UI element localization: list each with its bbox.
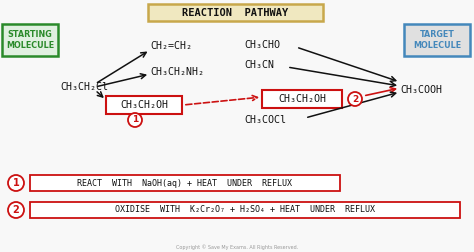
Text: CH₃CHO: CH₃CHO (244, 40, 280, 50)
FancyBboxPatch shape (262, 90, 342, 108)
Text: Copyright © Save My Exams. All Rights Reserved.: Copyright © Save My Exams. All Rights Re… (176, 244, 298, 250)
Text: CH₃CN: CH₃CN (244, 60, 274, 70)
Text: 2: 2 (13, 205, 19, 215)
Circle shape (128, 113, 142, 127)
Text: CH₃COOH: CH₃COOH (400, 85, 442, 95)
Text: CH₃CH₂OH: CH₃CH₂OH (120, 100, 168, 110)
Text: CH₂=CH₂: CH₂=CH₂ (150, 41, 192, 51)
FancyBboxPatch shape (404, 24, 470, 56)
Text: REACT  WITH  NaOH(aq) + HEAT  UNDER  REFLUX: REACT WITH NaOH(aq) + HEAT UNDER REFLUX (78, 178, 292, 187)
Text: 1: 1 (13, 178, 19, 188)
Circle shape (8, 175, 24, 191)
Text: CH₃CH₂Cl: CH₃CH₂Cl (60, 82, 108, 92)
Circle shape (8, 202, 24, 218)
FancyBboxPatch shape (30, 175, 340, 191)
Circle shape (348, 92, 362, 106)
Text: 1: 1 (132, 115, 138, 124)
Text: CH₃CH₂NH₂: CH₃CH₂NH₂ (150, 67, 204, 77)
Text: 2: 2 (352, 94, 358, 104)
Text: CH₃CH₂OH: CH₃CH₂OH (278, 94, 326, 104)
FancyBboxPatch shape (30, 202, 460, 218)
Text: REACTION  PATHWAY: REACTION PATHWAY (182, 8, 288, 17)
Text: CH₃COCl: CH₃COCl (244, 115, 286, 125)
FancyBboxPatch shape (106, 96, 182, 114)
FancyBboxPatch shape (148, 4, 323, 21)
Text: OXIDISE  WITH  K₂Cr₂O₇ + H₂SO₄ + HEAT  UNDER  REFLUX: OXIDISE WITH K₂Cr₂O₇ + H₂SO₄ + HEAT UNDE… (115, 205, 375, 214)
Text: TARGET
MOLECULE: TARGET MOLECULE (413, 30, 461, 50)
Text: STARTING
MOLECULE: STARTING MOLECULE (6, 30, 54, 50)
FancyBboxPatch shape (2, 24, 58, 56)
